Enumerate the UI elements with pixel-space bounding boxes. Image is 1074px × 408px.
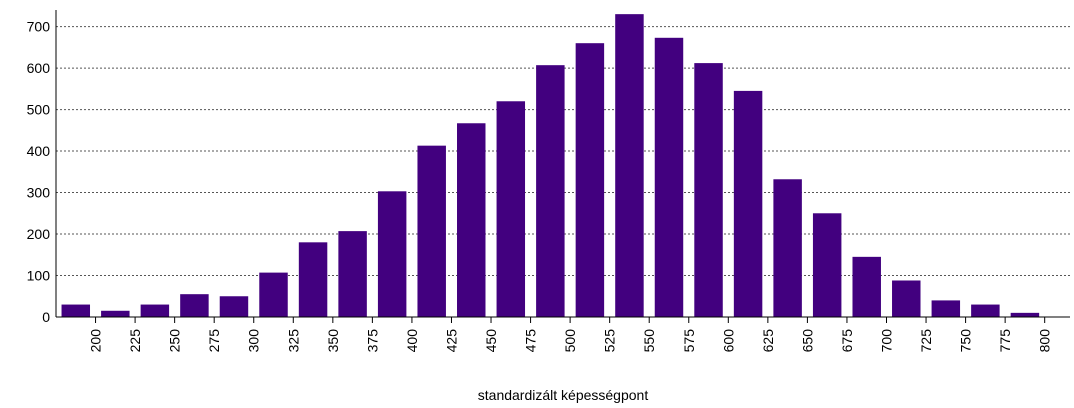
x-tick-label: 700 xyxy=(878,329,894,353)
bar xyxy=(773,179,802,317)
x-tick-label: 325 xyxy=(285,329,301,353)
x-tick-label: 725 xyxy=(918,329,934,353)
x-tick-label: 750 xyxy=(958,329,974,353)
y-tick-label: 500 xyxy=(27,102,51,118)
y-tick-label: 100 xyxy=(27,268,51,284)
bar xyxy=(694,63,723,317)
bar xyxy=(536,65,565,317)
x-tick-label: 400 xyxy=(404,329,420,353)
bar xyxy=(338,231,367,317)
y-tick-label: 200 xyxy=(27,226,51,242)
y-tick-label: 600 xyxy=(27,60,51,76)
bar xyxy=(259,272,288,317)
y-tick-label: 0 xyxy=(42,309,50,325)
y-tick-label: 700 xyxy=(27,19,51,35)
bar xyxy=(219,296,249,317)
bar xyxy=(496,101,526,318)
bar xyxy=(61,304,91,317)
x-tick-label: 200 xyxy=(88,329,104,353)
x-tick-label: 600 xyxy=(720,329,736,353)
x-tick-label: 525 xyxy=(602,329,618,353)
y-tick-label: 300 xyxy=(27,185,51,201)
x-tick-label: 800 xyxy=(1037,329,1053,353)
x-tick-label: 375 xyxy=(364,329,380,353)
x-tick-label: 275 xyxy=(206,329,222,353)
bar xyxy=(931,300,961,317)
bar xyxy=(733,90,763,317)
bar xyxy=(892,280,921,317)
bar xyxy=(417,145,446,317)
x-tick-label: 225 xyxy=(127,329,143,353)
x-axis-label: standardizált képességpont xyxy=(478,387,649,403)
x-tick-label: 550 xyxy=(641,329,657,353)
bar xyxy=(298,242,328,317)
x-tick-label: 500 xyxy=(562,329,578,353)
bar xyxy=(457,123,486,317)
bar xyxy=(575,43,605,318)
x-tick-label: 425 xyxy=(443,329,459,353)
bar xyxy=(377,191,407,317)
x-tick-label: 675 xyxy=(839,329,855,353)
bar xyxy=(615,14,644,317)
y-tick-label: 400 xyxy=(27,143,51,159)
x-tick-label: 475 xyxy=(523,329,539,353)
x-tick-label: 625 xyxy=(760,329,776,353)
bar xyxy=(654,37,684,317)
bar xyxy=(852,256,881,317)
bar xyxy=(180,294,209,317)
bar xyxy=(971,304,1000,317)
x-tick-label: 650 xyxy=(799,329,815,353)
bar xyxy=(812,213,842,317)
x-tick-label: 775 xyxy=(997,329,1013,353)
bar xyxy=(101,310,130,317)
x-tick-label: 350 xyxy=(325,329,341,353)
bar xyxy=(140,304,170,317)
x-tick-label: 300 xyxy=(246,329,262,353)
x-tick-label: 450 xyxy=(483,329,499,353)
bar xyxy=(1010,312,1040,317)
x-tick-label: 575 xyxy=(681,329,697,353)
x-tick-label: 250 xyxy=(167,329,183,353)
